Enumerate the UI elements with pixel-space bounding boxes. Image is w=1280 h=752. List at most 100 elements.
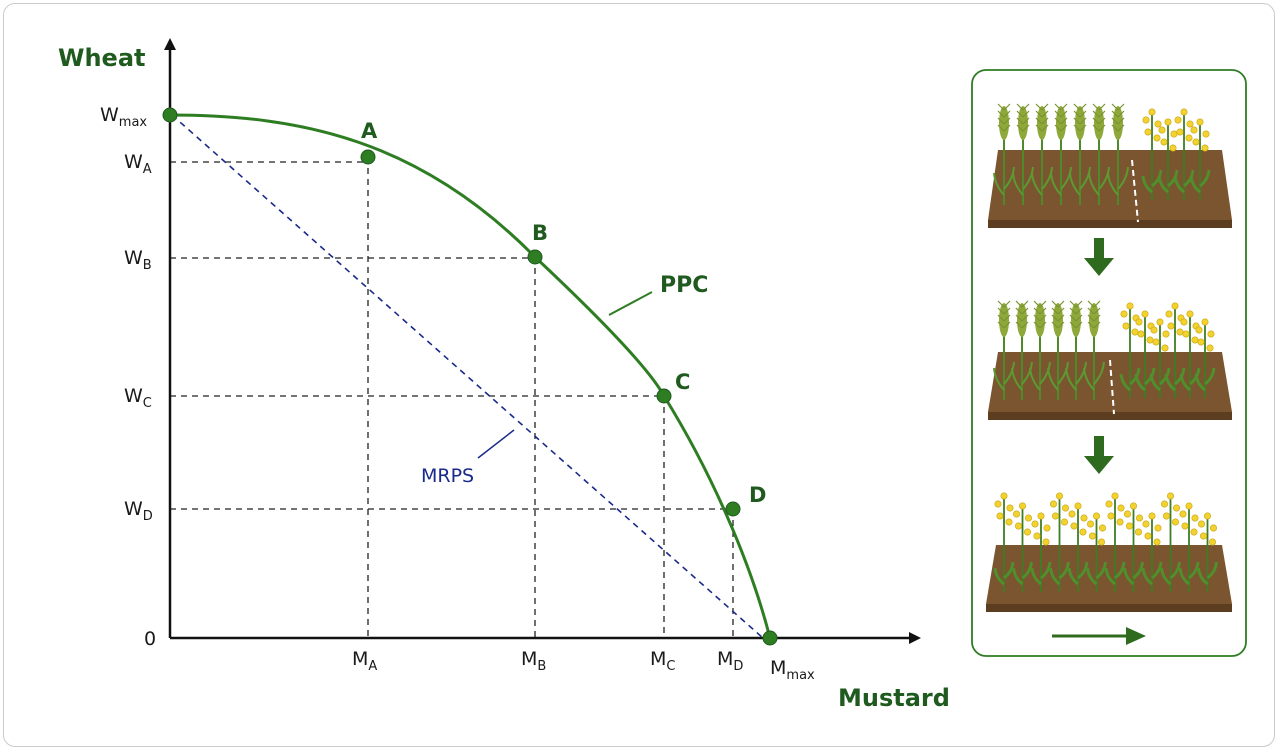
mustard-plant: [1194, 318, 1216, 398]
x-tick-md-sub: D: [733, 659, 743, 674]
x-tick-mb-sub: B: [537, 659, 546, 674]
ppc-points: [162, 107, 778, 646]
mustard-plant: [1123, 502, 1144, 592]
wheat-stalk: [1012, 103, 1034, 205]
ppc-curve: [169, 113, 772, 639]
field-divider-2: [1109, 359, 1115, 415]
wheat-stalk: [1107, 103, 1129, 205]
point-b: [527, 249, 543, 265]
mustard-plant: [1189, 118, 1211, 200]
point-label-d: D: [749, 483, 766, 507]
x-tick-mc-sub: C: [666, 659, 675, 674]
down-arrow-icon-2: [1084, 436, 1114, 474]
mustard-plants-3: [993, 492, 1218, 592]
x-tick-mb-main: M: [521, 648, 537, 670]
wheat-plants-2: [993, 300, 1105, 400]
illustration-panel: [971, 69, 1247, 657]
field-wheat-mostly: [988, 103, 1232, 228]
guide-lines: [170, 157, 734, 638]
mustard-plant: [1030, 512, 1052, 592]
soil-plot-2-front: [988, 412, 1232, 420]
x-tick-md-main: M: [717, 648, 733, 670]
down-arrow-icon-1: [1084, 238, 1114, 276]
x-tick-mc-main: M: [650, 648, 666, 670]
point-mmax: [762, 630, 778, 646]
ppc-leader: [608, 291, 653, 316]
y-tick-wmax-main: W: [100, 104, 119, 126]
y-tick-wc: WC: [124, 385, 152, 411]
mustard-plant: [1149, 318, 1171, 398]
point-label-c: C: [675, 370, 690, 394]
wheat-stalk: [993, 300, 1015, 400]
x-tick-ma-main: M: [352, 648, 368, 670]
x-tick-mmax-sub: max: [786, 668, 815, 683]
y-tick-wc-main: W: [124, 385, 143, 407]
point-c: [656, 388, 672, 404]
y-tick-wb-sub: B: [143, 258, 152, 273]
origin-label: 0: [144, 628, 156, 650]
wheat-stalk: [1083, 300, 1105, 400]
wheat-stalk: [1031, 103, 1053, 205]
wheat-stalk: [1011, 300, 1033, 400]
wheat-stalk: [1047, 300, 1069, 400]
mustard-plant: [1086, 512, 1107, 592]
x-tick-mc: MC: [650, 648, 675, 674]
mustard-plant: [1141, 512, 1163, 592]
right-arrow-head: [1126, 627, 1146, 645]
x-axis-title: Mustard: [838, 684, 950, 712]
y-tick-wb: WB: [124, 247, 152, 273]
wheat-stalk: [1050, 103, 1072, 205]
y-tick-wmax: Wmax: [100, 104, 147, 130]
y-tick-wb-main: W: [124, 247, 143, 269]
mustard-plant: [1134, 310, 1156, 398]
ppc-label: PPC: [660, 273, 708, 298]
mustard-plant: [1012, 502, 1033, 592]
point-d: [725, 501, 741, 517]
wheat-stalk: [1088, 103, 1110, 205]
mustard-plant: [1067, 502, 1089, 592]
point-label-b: B: [532, 221, 548, 245]
y-tick-wd-sub: D: [143, 509, 153, 524]
mustard-plant: [1173, 108, 1195, 200]
mrps-label: MRPS: [421, 465, 474, 487]
y-axis-title: Wheat: [58, 44, 146, 72]
mustard-plant: [1197, 512, 1218, 592]
mustard-plant: [993, 492, 1015, 592]
field-half-half: [988, 300, 1232, 420]
point-wmax: [162, 107, 178, 123]
y-tick-wd-main: W: [124, 498, 143, 520]
mustard-plant: [1104, 492, 1126, 592]
y-tick-wc-sub: C: [143, 396, 152, 411]
y-tick-wmax-sub: max: [119, 115, 148, 130]
x-tick-mb: MB: [521, 648, 546, 674]
x-tick-mmax: Mmax: [770, 657, 815, 683]
wheat-stalk: [1029, 300, 1051, 400]
mustard-plant: [1141, 108, 1163, 200]
mustard-plants-2: [1119, 302, 1216, 398]
mrps-leader: [477, 429, 515, 459]
soil-plot-3-front: [986, 604, 1232, 612]
wheat-stalk: [1065, 300, 1087, 400]
field-mustard-only: [986, 492, 1232, 612]
x-tick-mmax-main: M: [770, 657, 786, 679]
wheat-stalk: [1069, 103, 1091, 205]
point-a: [360, 149, 376, 165]
y-tick-wa-main: W: [124, 151, 143, 173]
right-arrow-icon: [1052, 627, 1146, 645]
point-label-a: A: [361, 119, 378, 143]
wheat-stalk: [993, 103, 1015, 205]
y-tick-wa: WA: [124, 151, 152, 177]
mustard-plants-1: [1141, 108, 1211, 200]
x-tick-ma-sub: A: [368, 659, 377, 674]
wheat-plants-1: [993, 103, 1129, 205]
mustard-plant: [1178, 502, 1200, 592]
y-tick-wd: WD: [124, 498, 153, 524]
field-divider-1: [1131, 159, 1139, 223]
y-tick-wa-sub: A: [143, 162, 152, 177]
mustard-plant: [1049, 492, 1070, 592]
x-tick-ma: MA: [352, 648, 377, 674]
soil-plot-1-front: [988, 220, 1232, 228]
soil-plot-1: [988, 150, 1232, 220]
x-tick-md: MD: [717, 648, 743, 674]
